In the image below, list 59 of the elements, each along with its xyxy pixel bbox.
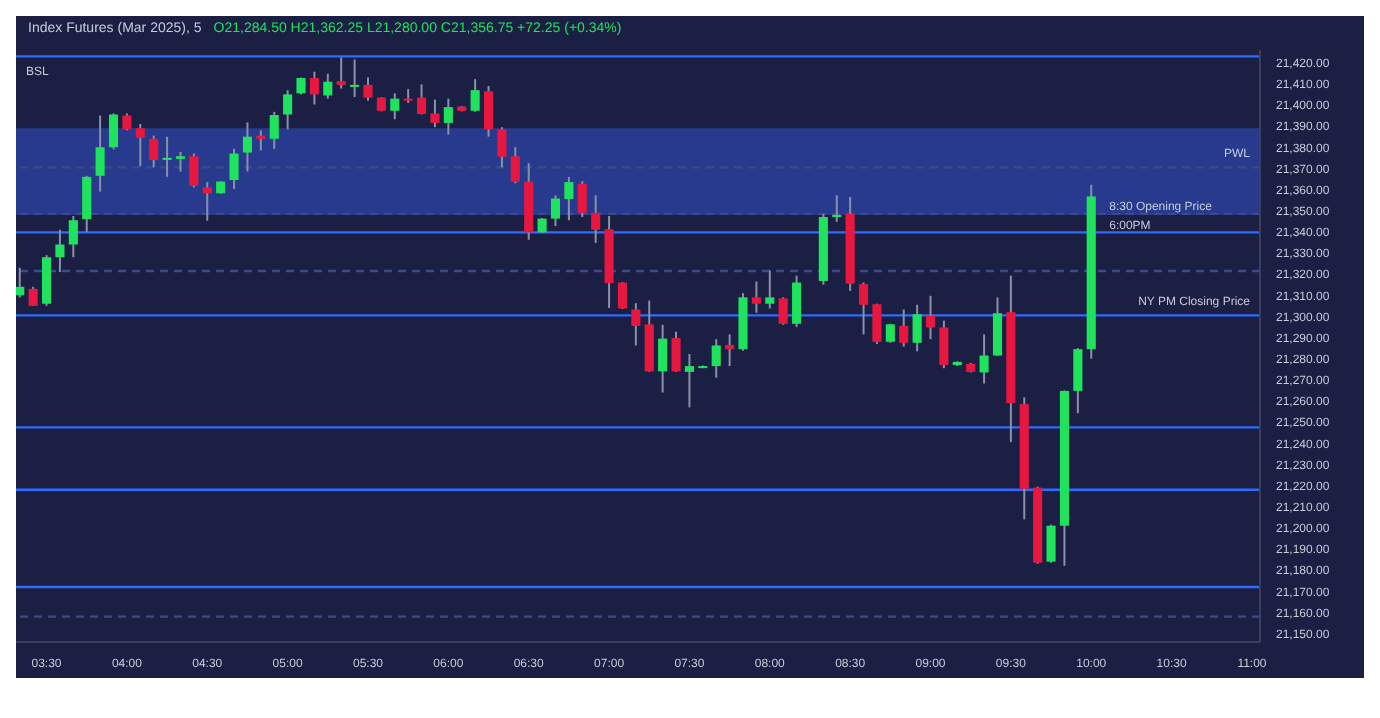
candlestick (631, 302, 641, 347)
candlestick (55, 228, 65, 273)
candlestick (1046, 523, 1056, 564)
candlestick (28, 285, 38, 307)
candlestick (443, 97, 453, 136)
candlestick (363, 76, 373, 102)
candlestick (497, 126, 507, 169)
candlestick (390, 92, 400, 121)
candlestick (912, 303, 922, 353)
candlestick (135, 123, 145, 168)
candlestick (550, 194, 561, 228)
candlestick (256, 129, 266, 152)
candlestick (16, 266, 25, 299)
candlestick (751, 280, 761, 314)
candlestick (350, 58, 360, 99)
candlestick (591, 194, 601, 244)
candlestick (149, 134, 159, 169)
candlestick (832, 194, 842, 223)
candlestick (858, 281, 869, 336)
candlestick (671, 330, 681, 373)
candlestick (162, 135, 172, 178)
candlestick (68, 214, 78, 259)
candlestick (108, 112, 119, 151)
candlestick (229, 147, 239, 191)
candlestick (725, 333, 735, 368)
candlestick (939, 319, 949, 370)
candlestick (979, 333, 989, 385)
candlestick (899, 308, 909, 348)
candlestick (309, 70, 319, 106)
candlestick (202, 181, 212, 222)
candlestick (617, 281, 628, 310)
candlestick (1073, 347, 1083, 415)
candlestick (336, 56, 346, 90)
candlestick (644, 299, 654, 373)
candlestick (283, 89, 293, 131)
candlestick (242, 121, 252, 173)
candlestick (175, 151, 186, 173)
candlestick (323, 72, 333, 100)
candlestick (792, 274, 802, 328)
candlestick (711, 338, 721, 379)
candlestick (483, 84, 494, 138)
candlestick (510, 146, 520, 185)
candlestick (564, 175, 574, 222)
candlestick (658, 323, 668, 394)
candlestick (417, 83, 427, 116)
candlestick (269, 110, 279, 150)
candlestick (925, 294, 936, 341)
candlestick (95, 114, 105, 193)
candlestick (189, 152, 199, 189)
candlestick (684, 352, 694, 409)
candlestick (41, 254, 52, 307)
candlestick (872, 302, 882, 345)
candlestick (778, 296, 788, 326)
candlestick (577, 180, 587, 219)
candlestick (992, 296, 1003, 358)
candlestick (470, 78, 480, 113)
candlestick (82, 174, 92, 233)
candlestick (430, 98, 440, 129)
candlestick (765, 269, 775, 310)
